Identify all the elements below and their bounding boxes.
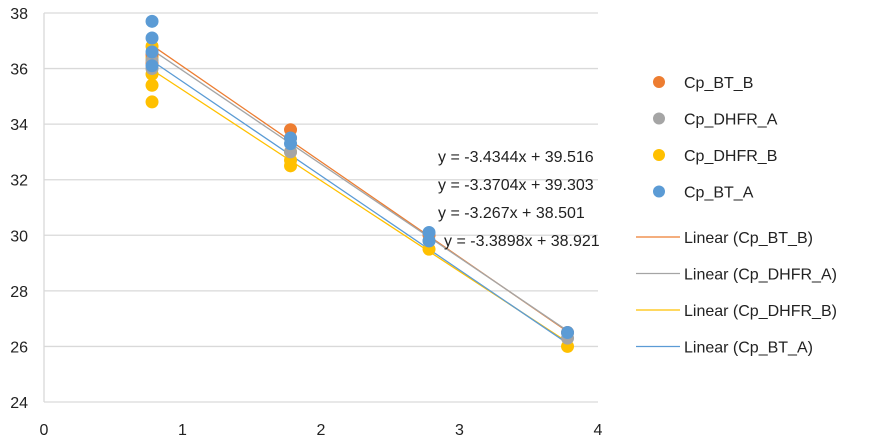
- legend-label: Linear (Cp_DHFR_A): [684, 267, 837, 284]
- data-point: [561, 326, 575, 340]
- legend-label: Cp_BT_A: [684, 185, 754, 202]
- legend-label: Linear (Cp_DHFR_B): [684, 303, 837, 320]
- legend-label: Linear (Cp_BT_B): [684, 230, 813, 247]
- legend-label: Linear (Cp_BT_A): [684, 340, 813, 357]
- y-tick-label: 30: [10, 228, 28, 245]
- trendline: [151, 49, 568, 332]
- trendline: [151, 60, 568, 344]
- y-tick-label: 28: [10, 284, 28, 301]
- trendline-equation: y = -3.3898x + 38.921: [444, 233, 600, 250]
- x-tick-label: 2: [317, 422, 326, 439]
- x-tick-label: 1: [178, 422, 187, 439]
- legend-label: Cp_BT_B: [684, 75, 753, 92]
- legend-marker: [653, 76, 665, 88]
- y-tick-label: 38: [10, 6, 28, 23]
- y-tick-label: 26: [10, 339, 28, 356]
- data-point: [422, 234, 436, 248]
- y-tick-label: 34: [10, 117, 28, 134]
- data-point: [145, 31, 159, 45]
- data-point: [145, 59, 159, 73]
- data-point: [284, 159, 298, 173]
- y-tick-label: 36: [10, 62, 28, 79]
- legend-marker: [653, 185, 665, 198]
- trendline-equation: y = -3.3704x + 39.303: [438, 177, 594, 194]
- trendline-equation: y = -3.267x + 38.501: [438, 205, 585, 222]
- trendline-equation: y = -3.4344x + 39.516: [438, 149, 594, 166]
- x-tick-label: 4: [594, 422, 603, 439]
- data-point: [145, 45, 159, 59]
- legend-label: Cp_DHFR_B: [684, 148, 777, 165]
- legend-marker: [653, 149, 665, 161]
- legend-marker: [653, 112, 665, 125]
- y-tick-label: 32: [10, 173, 28, 190]
- data-point: [145, 95, 159, 109]
- x-tick-label: 3: [455, 422, 464, 439]
- data-point: [284, 137, 298, 151]
- data-point: [145, 78, 159, 92]
- x-tick-label: 0: [40, 422, 49, 439]
- data-point: [145, 14, 159, 28]
- legend-label: Cp_DHFR_A: [684, 112, 778, 129]
- y-tick-label: 24: [10, 395, 28, 412]
